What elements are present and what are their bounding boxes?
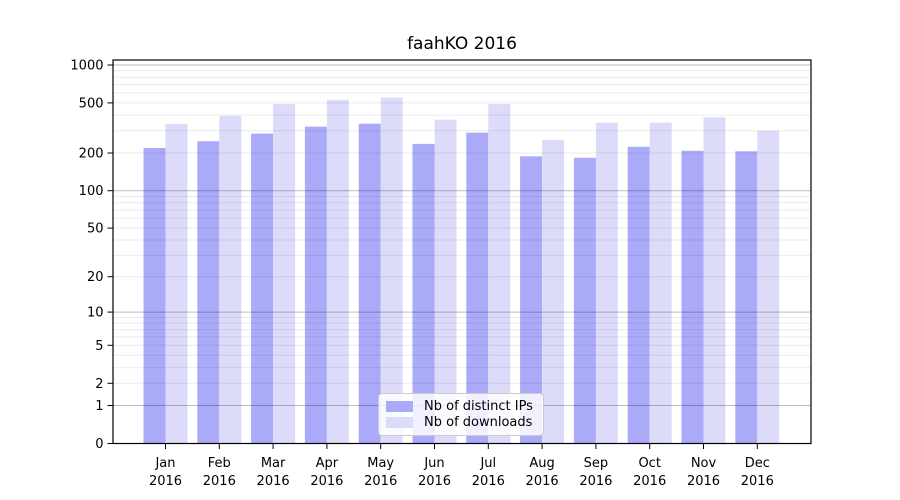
bar-mar-downloads: [273, 104, 296, 444]
y-tick-label-20: 20: [87, 270, 104, 285]
bar-aug-downloads: [542, 139, 565, 444]
y-axis-tick-labels: 0 1 2 5 10 20 50 100 200 500 1000: [70, 59, 103, 453]
minor-gridlines: [113, 70, 811, 384]
x-tick-label-year-oct: 2016: [633, 474, 666, 489]
bar-nov-distinct-ips: [681, 150, 704, 444]
bar-dec-downloads: [757, 130, 780, 444]
bar-feb-distinct-ips: [197, 141, 220, 444]
y-tick-label-50: 50: [87, 222, 104, 237]
x-tick-label-year-mar: 2016: [257, 474, 290, 489]
bar-oct-downloads: [649, 122, 672, 444]
y-tick-label-100: 100: [79, 184, 104, 199]
x-tick-label-year-nov: 2016: [687, 474, 720, 489]
y-tick-label-10: 10: [87, 306, 104, 321]
x-tick-label-year-sep: 2016: [579, 474, 612, 489]
bar-jan-downloads: [165, 123, 188, 444]
x-axis-tick-labels: Jan 2016 Feb 2016 Mar 2016 Apr 2016 May 2016 Jun 20…: [149, 456, 774, 489]
bar-mar-distinct-ips: [251, 133, 274, 444]
bar-jan-distinct-ips: [143, 148, 166, 444]
plot-frame: [112, 59, 812, 445]
bar-jun-downloads: [434, 119, 457, 444]
x-tick-label-year-aug: 2016: [526, 474, 559, 489]
x-tick-label-month-apr: Apr: [316, 456, 339, 471]
legend-label-distinct-ips: Nb of distinct IPs: [424, 398, 533, 414]
x-tick-label-month-jun: Jun: [423, 456, 444, 471]
x-tick-label-month-dec: Dec: [745, 456, 770, 471]
x-tick-label-month-jan: Jan: [154, 456, 175, 471]
x-tick-label-year-may: 2016: [364, 474, 397, 489]
bar-feb-downloads: [219, 115, 242, 444]
y-tick-label-2: 2: [95, 377, 103, 392]
bar-aug-distinct-ips: [520, 156, 543, 444]
y-tick-label-1: 1: [95, 399, 103, 414]
x-tick-label-month-sep: Sep: [584, 456, 609, 471]
bar-sep-distinct-ips: [573, 157, 596, 444]
x-tick-label-month-may: May: [367, 456, 394, 471]
x-tick-label-year-feb: 2016: [203, 474, 236, 489]
bar-may-downloads: [380, 97, 403, 444]
legend-item-downloads: Nb of downloads: [386, 416, 535, 429]
bars-group: [143, 97, 780, 444]
bar-may-distinct-ips: [358, 123, 381, 444]
bar-oct-distinct-ips: [627, 146, 650, 444]
y-tick-label-500: 500: [79, 96, 104, 111]
bar-jul-downloads: [488, 104, 511, 444]
x-tick-label-month-feb: Feb: [208, 456, 231, 471]
x-tick-label-year-apr: 2016: [310, 474, 343, 489]
x-tick-label-month-oct: Oct: [638, 456, 660, 471]
legend-item-distinct-ips: Nb of distinct IPs: [386, 400, 535, 413]
legend-swatch-distinct-ips: [386, 400, 413, 412]
chart-legend: Nb of distinct IPs Nb of downloads: [378, 393, 544, 436]
x-tick-label-year-dec: 2016: [741, 474, 774, 489]
bar-jun-distinct-ips: [412, 143, 435, 444]
x-tick-label-month-mar: Mar: [261, 456, 286, 471]
y-tick-label-0: 0: [95, 437, 103, 452]
x-tick-label-month-nov: Nov: [691, 456, 717, 471]
x-tick-label-year-jun: 2016: [418, 474, 451, 489]
chart-title: faahKO 2016: [407, 34, 517, 54]
bar-sep-downloads: [595, 122, 618, 444]
legend-label-downloads: Nb of downloads: [424, 415, 533, 431]
y-tick-label-5: 5: [95, 339, 103, 354]
x-tick-label-month-jul: Jul: [479, 456, 496, 471]
y-tick-label-200: 200: [79, 147, 104, 162]
bar-apr-downloads: [326, 99, 349, 444]
x-tick-label-year-jan: 2016: [149, 474, 182, 489]
bar-nov-downloads: [703, 117, 726, 444]
bar-apr-distinct-ips: [304, 126, 327, 444]
y-tick-label-1000: 1000: [70, 59, 103, 74]
x-tick-label-month-aug: Aug: [529, 456, 554, 471]
bar-dec-distinct-ips: [735, 151, 758, 444]
bar-jul-distinct-ips: [466, 132, 489, 444]
x-tick-label-year-jul: 2016: [472, 474, 505, 489]
legend-swatch-downloads: [386, 417, 413, 429]
axis-ticks: [107, 64, 758, 449]
